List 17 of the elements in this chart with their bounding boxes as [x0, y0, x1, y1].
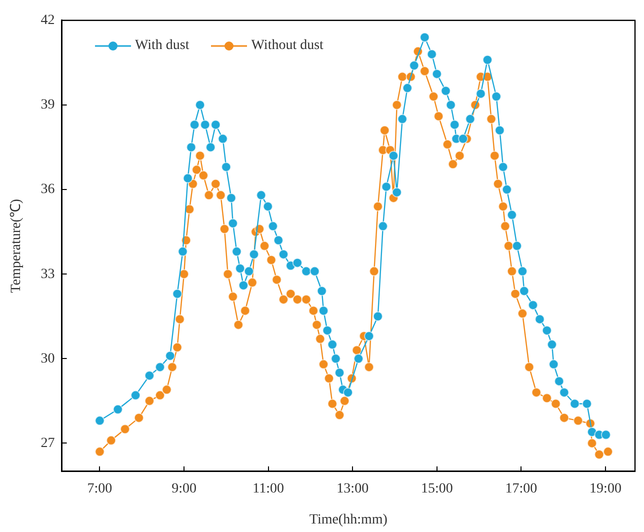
y-tick-label: 30: [40, 351, 55, 366]
x-tick-label: 9:00: [172, 481, 196, 496]
y-tick-label: 42: [40, 13, 55, 28]
y-tick-label: 33: [40, 266, 55, 282]
y-tick-label: 39: [40, 98, 55, 113]
x-axis-title: Time(hh:mm): [309, 512, 388, 528]
x-tick-label: 17:00: [505, 481, 538, 496]
legend-label: Without dust: [251, 38, 324, 54]
y-tick-label: 27: [40, 436, 55, 451]
x-tick-label: 13:00: [336, 481, 369, 496]
y-axis-title: Temperature(℃): [9, 198, 24, 293]
x-tick-label: 11:00: [252, 481, 284, 496]
legend-label: With dust: [135, 38, 190, 54]
x-tick-label: 19:00: [590, 481, 622, 496]
y-tick-label: 36: [40, 182, 55, 198]
x-tick-label: 7:00: [87, 481, 112, 496]
x-tick-label: 15:00: [420, 481, 453, 496]
